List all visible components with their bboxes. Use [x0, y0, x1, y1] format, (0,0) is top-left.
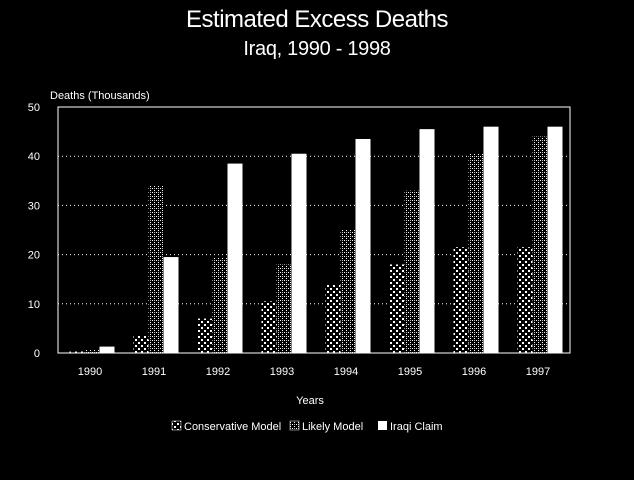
bar-likely-model-1995 — [404, 190, 420, 353]
y-tick-label: 50 — [28, 102, 40, 114]
bar-iraqi-claim-1994 — [355, 138, 371, 353]
bar-iraqi-claim-1991 — [163, 257, 179, 353]
bar-likely-model-1993 — [276, 264, 292, 353]
x-axis-label: Years — [296, 395, 324, 407]
legend-label: Iraqi Claim — [390, 421, 443, 433]
x-tick-label: 1997 — [526, 366, 550, 378]
bar-likely-model-1992 — [212, 257, 228, 353]
bar-iraqi-claim-1993 — [291, 153, 307, 353]
bar-likely-model-1996 — [468, 153, 484, 353]
bar-conservative-model-1990 — [69, 351, 85, 353]
legend-label: Likely Model — [302, 421, 363, 433]
chart-title: Estimated Excess Deaths — [186, 6, 448, 33]
bar-conservative-model-1992 — [197, 318, 213, 353]
x-tick-label: 1993 — [270, 366, 294, 378]
bar-iraqi-claim-1997 — [547, 126, 563, 354]
bar-iraqi-claim-1995 — [419, 129, 435, 353]
legend-swatch — [378, 421, 387, 430]
legend-swatch — [289, 420, 300, 431]
bar-conservative-model-1995 — [389, 264, 405, 353]
y-tick-label: 40 — [28, 151, 40, 163]
chart-subtitle: Iraq, 1990 - 1998 — [243, 38, 391, 60]
x-tick-label: 1996 — [462, 366, 486, 378]
bar-conservative-model-1991 — [133, 335, 149, 353]
x-tick-label: 1995 — [398, 366, 422, 378]
x-tick-label: 1990 — [78, 366, 102, 378]
y-tick-label: 10 — [28, 299, 40, 311]
bar-conservative-model-1994 — [325, 284, 341, 353]
y-tick-label: 20 — [28, 250, 40, 262]
y-axis-label: Deaths (Thousands) — [50, 90, 150, 102]
plot-frame — [57, 106, 571, 354]
bar-conservative-model-1997 — [517, 247, 533, 353]
bar-likely-model-1994 — [340, 230, 356, 353]
bar-conservative-model-1993 — [261, 301, 277, 353]
bar-iraqi-claim-1996 — [483, 126, 499, 354]
bar-iraqi-claim-1992 — [227, 163, 243, 353]
y-tick-label: 30 — [28, 200, 40, 212]
legend-swatch — [171, 420, 182, 431]
x-tick-label: 1992 — [206, 366, 230, 378]
x-tick-label: 1991 — [142, 366, 166, 378]
bar-iraqi-claim-1990 — [99, 346, 115, 353]
bar-likely-model-1990 — [84, 350, 100, 353]
bar-conservative-model-1996 — [453, 247, 469, 353]
x-tick-label: 1994 — [334, 366, 358, 378]
bar-likely-model-1991 — [148, 185, 164, 353]
bar-likely-model-1997 — [532, 136, 548, 353]
legend-label: Conservative Model — [184, 421, 281, 433]
y-tick-label: 0 — [34, 348, 40, 360]
